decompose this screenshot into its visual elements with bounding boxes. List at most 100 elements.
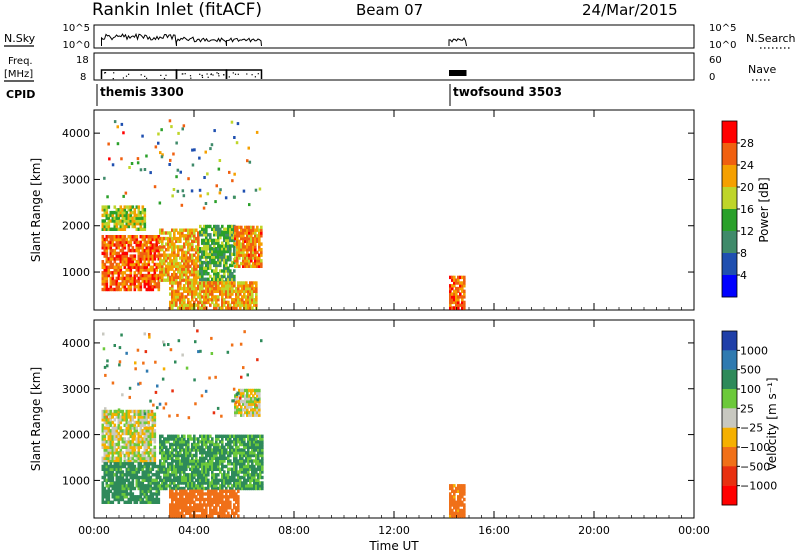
data-cell bbox=[121, 486, 125, 491]
data-cell bbox=[139, 271, 143, 275]
data-cell bbox=[117, 412, 121, 416]
data-cell bbox=[173, 289, 176, 293]
data-cell bbox=[177, 464, 180, 469]
data-cell bbox=[117, 426, 121, 430]
data-cell bbox=[183, 508, 186, 513]
data-cell bbox=[191, 437, 194, 441]
data-cell bbox=[121, 285, 125, 289]
data-cell bbox=[252, 402, 255, 406]
data-cell bbox=[227, 506, 230, 510]
data-cell bbox=[191, 231, 194, 235]
data-cell bbox=[219, 255, 222, 259]
data-cell bbox=[163, 445, 166, 449]
data-cell bbox=[129, 205, 133, 209]
data-cell bbox=[233, 260, 236, 265]
data-cell bbox=[233, 244, 236, 248]
y-tick-label: 2000 bbox=[62, 429, 90, 442]
colorbar-tick-label: 20 bbox=[740, 181, 754, 194]
data-cell bbox=[165, 248, 168, 252]
data-cell bbox=[249, 281, 252, 285]
data-cell bbox=[129, 282, 133, 286]
data-cell bbox=[237, 434, 240, 438]
data-cell bbox=[123, 495, 127, 499]
data-cell bbox=[117, 268, 121, 272]
data-cell bbox=[139, 500, 143, 504]
data-cell bbox=[167, 437, 170, 441]
data-cell bbox=[193, 295, 196, 299]
data-cell bbox=[153, 273, 157, 278]
data-cell bbox=[125, 262, 129, 267]
data-cell bbox=[215, 295, 218, 299]
data-cell bbox=[221, 492, 224, 496]
data-cell bbox=[251, 462, 254, 466]
data-cell bbox=[123, 216, 127, 220]
data-cell bbox=[229, 272, 232, 276]
data-cell bbox=[256, 394, 259, 398]
data-cell bbox=[183, 437, 186, 441]
data-cell bbox=[175, 511, 178, 515]
data-cell bbox=[120, 122, 124, 126]
data-cell bbox=[210, 336, 213, 340]
data-cell bbox=[139, 219, 143, 223]
data-cell bbox=[119, 426, 123, 430]
data-cell bbox=[259, 459, 262, 463]
data-cell bbox=[127, 431, 131, 436]
data-cell bbox=[119, 219, 123, 223]
data-cell bbox=[147, 434, 151, 438]
data-cell bbox=[171, 228, 174, 232]
data-cell bbox=[121, 418, 125, 422]
data-cell bbox=[213, 230, 216, 234]
data-cell bbox=[103, 251, 107, 256]
freq-trace bbox=[100, 69, 467, 80]
data-cell bbox=[113, 219, 117, 223]
data-cell bbox=[260, 231, 263, 235]
data-cell bbox=[123, 489, 127, 493]
data-cell bbox=[247, 298, 250, 302]
data-cell bbox=[109, 409, 113, 414]
data-cell bbox=[229, 247, 232, 251]
data-cell bbox=[145, 412, 149, 416]
data-cell bbox=[459, 503, 462, 507]
data-cell bbox=[167, 467, 170, 471]
data-cell bbox=[195, 462, 198, 466]
data-cell bbox=[117, 271, 121, 275]
data-cell bbox=[129, 213, 133, 218]
data-cell bbox=[165, 236, 168, 241]
data-cell bbox=[253, 445, 256, 449]
data-cell bbox=[127, 473, 131, 477]
data-cell bbox=[105, 415, 108, 419]
data-cell bbox=[191, 448, 194, 452]
data-cell bbox=[207, 434, 210, 438]
data-cell bbox=[189, 453, 192, 458]
data-cell bbox=[167, 462, 170, 466]
data-cell bbox=[195, 503, 198, 507]
data-cell bbox=[141, 420, 145, 425]
data-cell bbox=[111, 464, 115, 469]
data-cell bbox=[241, 300, 244, 305]
data-cell bbox=[123, 237, 127, 242]
data-cell bbox=[181, 511, 184, 515]
data-cell bbox=[463, 511, 466, 515]
data-cell bbox=[145, 434, 149, 438]
data-cell bbox=[129, 222, 133, 226]
data-cell bbox=[207, 470, 210, 474]
data-cell bbox=[103, 205, 107, 209]
data-cell bbox=[243, 289, 246, 293]
data-cell bbox=[129, 448, 133, 452]
data-cell bbox=[171, 445, 174, 449]
data-cell bbox=[149, 481, 153, 485]
data-cell bbox=[137, 486, 141, 491]
data-cell bbox=[213, 508, 216, 513]
data-cell bbox=[185, 462, 188, 466]
data-cell bbox=[107, 213, 111, 218]
data-cell bbox=[449, 284, 452, 288]
data-cell bbox=[248, 245, 251, 249]
data-cell bbox=[183, 464, 186, 469]
data-cell bbox=[187, 245, 190, 249]
data-cell bbox=[241, 281, 244, 285]
data-cell bbox=[135, 227, 139, 231]
data-cell bbox=[133, 265, 137, 269]
data-cell bbox=[141, 489, 145, 493]
data-cell bbox=[117, 420, 121, 425]
data-cell bbox=[145, 262, 149, 267]
